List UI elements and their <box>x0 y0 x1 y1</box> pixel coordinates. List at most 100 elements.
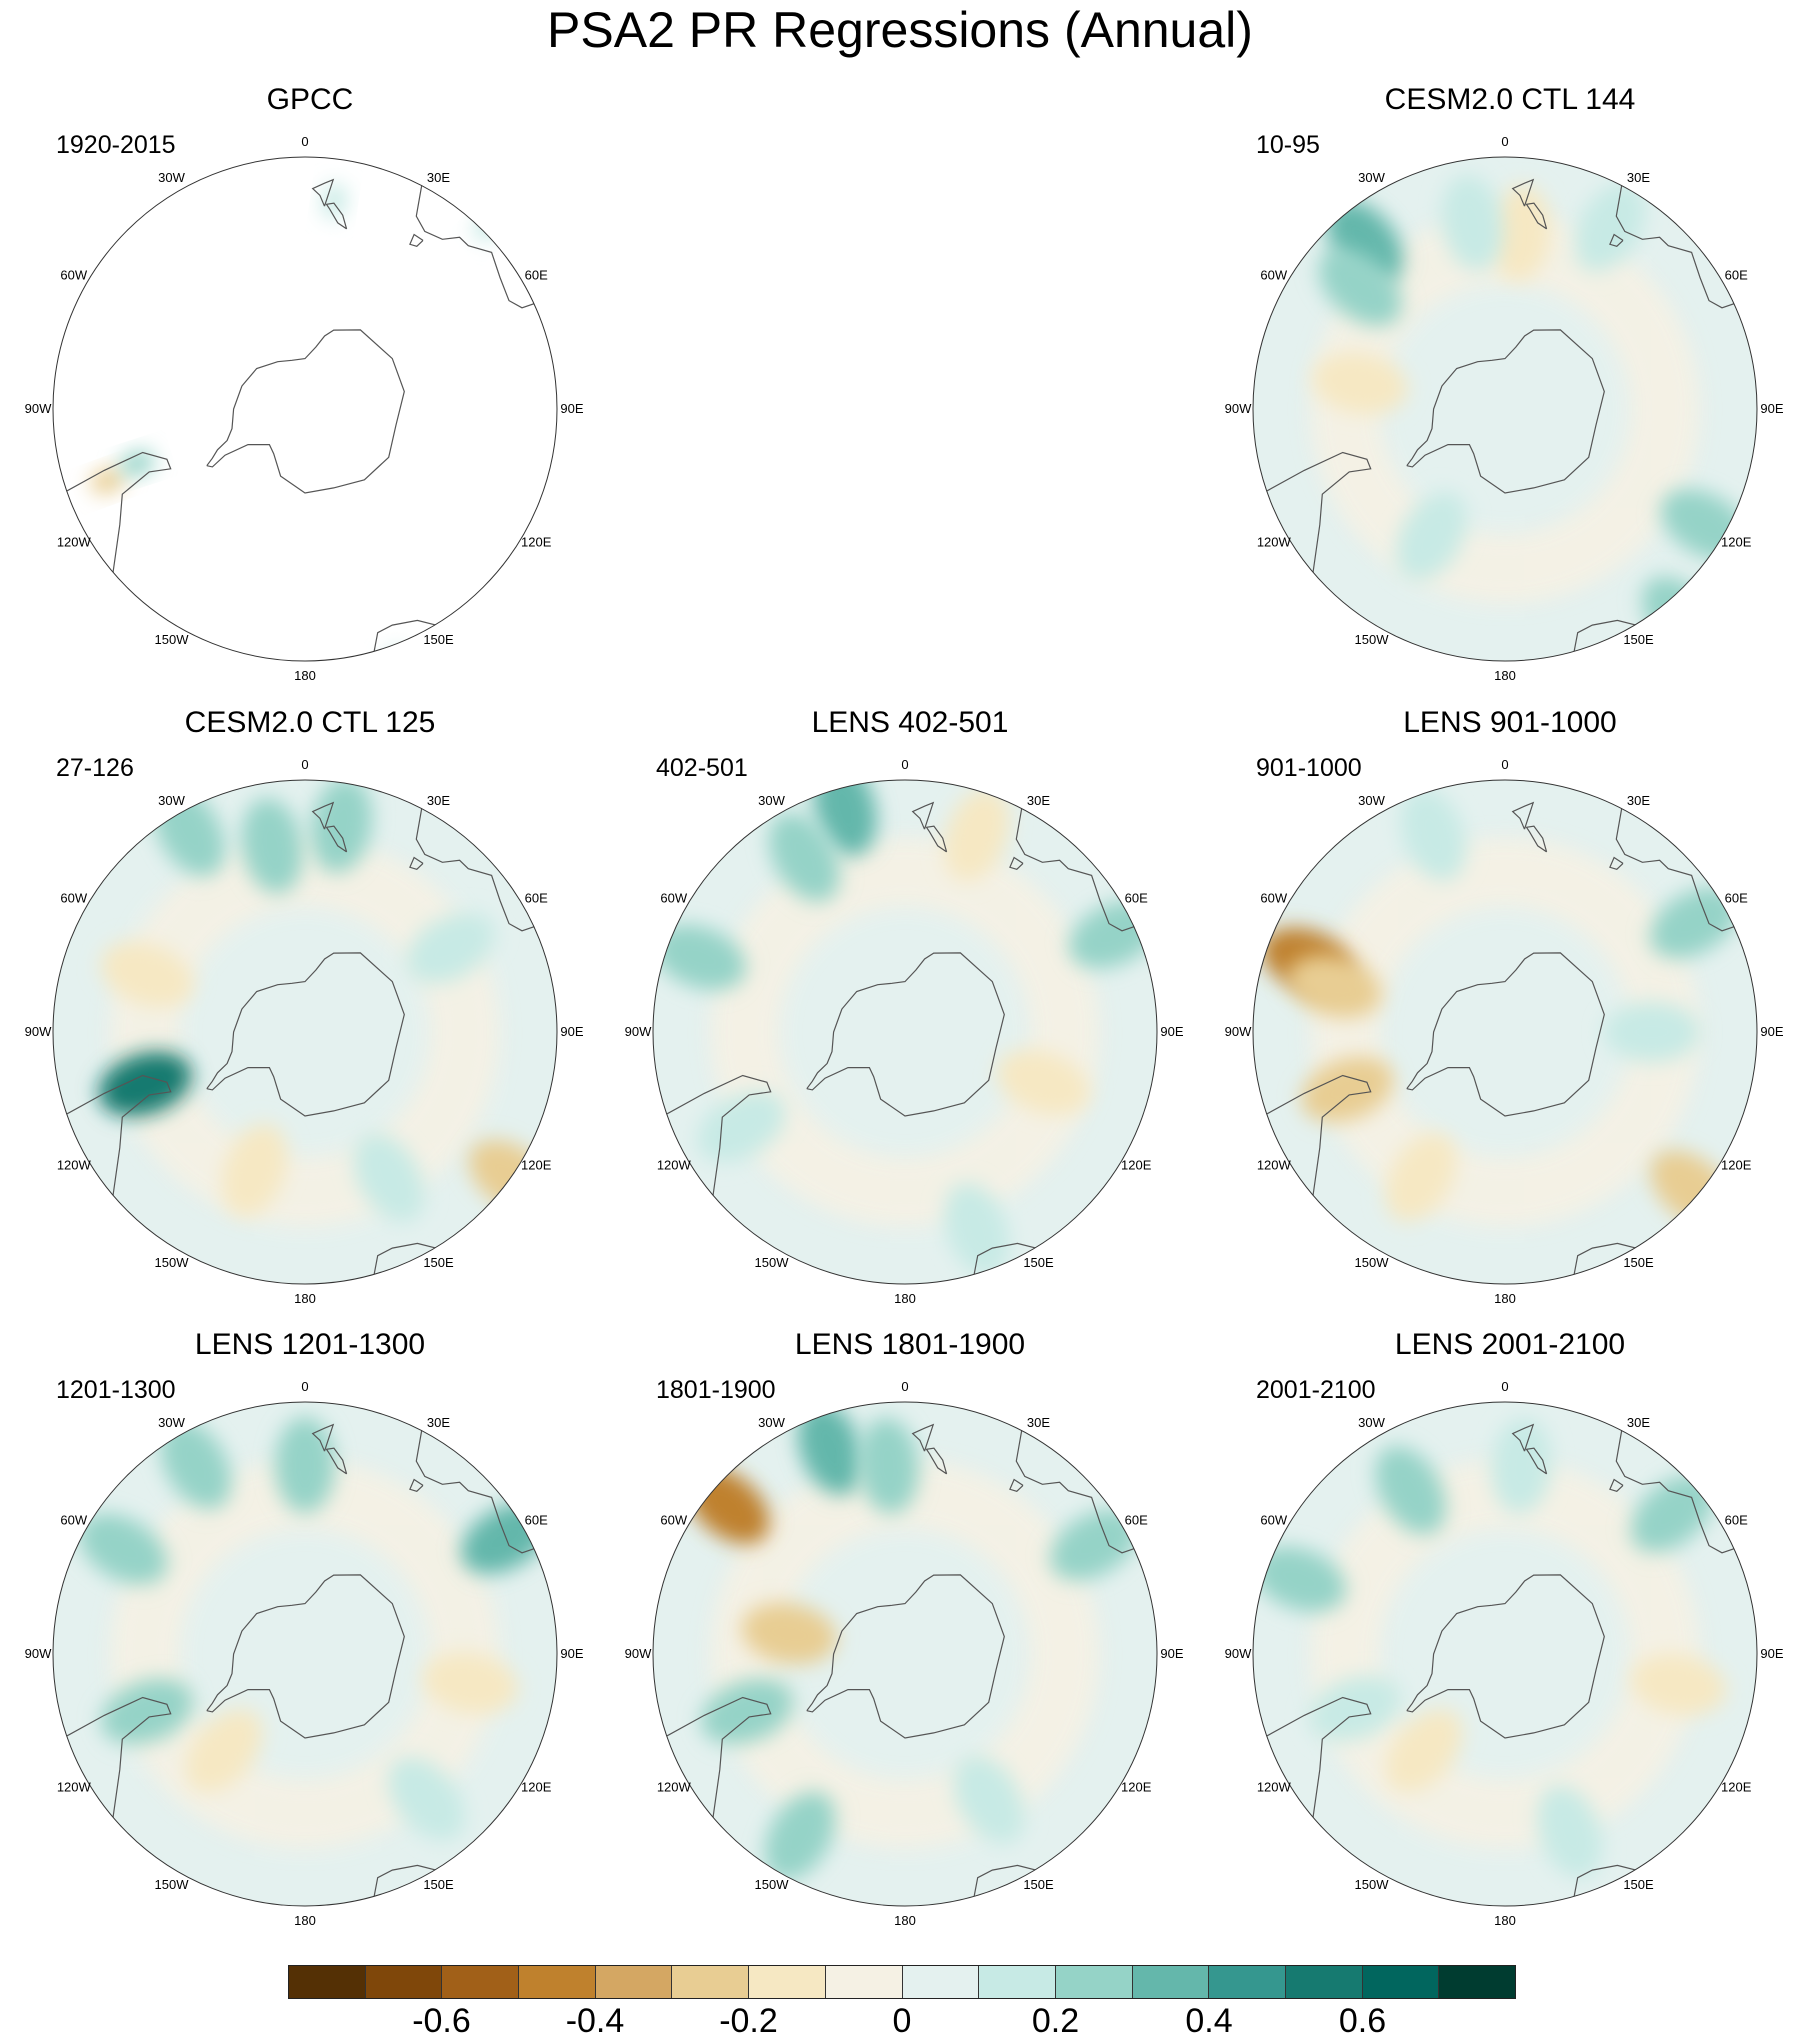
lon-label: 0 <box>301 757 308 772</box>
colorbar-box <box>1209 1966 1286 1998</box>
coastline-australia <box>1615 157 1757 309</box>
lon-label: 180 <box>1494 1291 1516 1306</box>
lon-label: 180 <box>894 1291 916 1306</box>
coastline-australia <box>415 780 557 932</box>
lon-label: 120E <box>521 1158 552 1173</box>
coastline-southamerica <box>53 1074 172 1248</box>
map-panel: LENS 2001-2100 2001-2100 0 30E 60E 90E 120E 150… <box>1210 1327 1800 1928</box>
lon-label: 120W <box>57 535 92 550</box>
coastline-nz2 <box>911 801 935 830</box>
lon-label: 30W <box>758 1415 785 1430</box>
colorbar-box <box>1362 1966 1440 1998</box>
regression-blob <box>385 648 412 661</box>
map-panel: LENS 901-1000 901-1000 0 30E 60E 90E 120E 150E 1… <box>1210 705 1800 1306</box>
lon-label: 90E <box>1160 1024 1183 1039</box>
coastline-nz1 <box>325 202 348 230</box>
panel-title: LENS 1201-1300 <box>194 1328 426 1361</box>
coastline-australia <box>415 157 557 309</box>
regression-blob <box>1385 1133 1457 1222</box>
field-ring <box>110 837 500 1227</box>
coastline-tasmania <box>1009 856 1024 870</box>
lon-label: 30W <box>1358 1415 1385 1430</box>
lon-label: 60W <box>660 891 687 906</box>
polar-map: 0 30E 60E 90E 120E 150E 180 150W 120W 90W 60W 30W <box>25 1379 584 1928</box>
coastline-antarctica <box>1406 1574 1605 1739</box>
lon-label: 0 <box>301 134 308 149</box>
regression-blob <box>797 1402 863 1496</box>
lon-label: 60W <box>60 891 87 906</box>
regression-blob <box>100 941 194 1008</box>
lon-label: 120W <box>57 1780 92 1795</box>
lon-label: 0 <box>901 1379 908 1394</box>
coastline-australia <box>1615 780 1757 932</box>
lon-label: 60W <box>1260 268 1287 283</box>
lon-label: 60E <box>1725 891 1748 906</box>
lon-label: 120E <box>521 1780 552 1795</box>
lon-label: 60W <box>1260 1513 1287 1528</box>
colorbar-tick-label: 0.4 <box>1185 2002 1233 2040</box>
colorbar-box <box>442 1966 520 1998</box>
colorbar-boxes <box>288 1965 1516 1999</box>
colorbar-box <box>365 1966 443 1998</box>
regression-blob <box>98 1051 192 1117</box>
regression-blob <box>310 780 373 873</box>
lon-label: 120E <box>1721 1780 1752 1795</box>
lon-label: 120W <box>1257 1780 1292 1795</box>
coastline-nz2 <box>911 1423 935 1452</box>
regression-blob <box>119 450 155 477</box>
colorbar-box <box>672 1966 750 1998</box>
lon-label: 30W <box>758 793 785 808</box>
lon-label: 0 <box>301 1379 308 1394</box>
polar-map: 0 30E 60E 90E 120E 150E 180 150W 120W 90W 60W 30W <box>25 134 584 683</box>
lon-label: 90W <box>25 1024 52 1039</box>
lon-label: 120W <box>657 1780 692 1795</box>
regression-blob <box>1649 887 1739 959</box>
colorbar-tick-label: 0 <box>892 2002 912 2040</box>
lon-label: 120E <box>1121 1158 1152 1173</box>
lon-label: 150W <box>155 1255 190 1270</box>
lon-label: 90W <box>1225 401 1252 416</box>
regression-blob <box>1049 1509 1139 1581</box>
lon-label: 90E <box>1760 1024 1783 1039</box>
map-background <box>53 157 557 661</box>
regression-blob <box>1604 1002 1700 1062</box>
coastline-tasmania <box>409 856 424 870</box>
polar-map: 0 30E 60E 90E 120E 150E 180 150W 120W 90W 60W 30W <box>25 757 584 1306</box>
lon-label: 90W <box>25 1646 52 1661</box>
regression-blob <box>1253 1546 1347 1612</box>
panel-title: LENS 901-1000 <box>1403 706 1617 739</box>
coastline-tasmania <box>409 1478 424 1492</box>
coastline-tasmania <box>1609 856 1624 870</box>
coastline-nz2 <box>1511 801 1535 830</box>
regression-blob <box>697 1091 786 1162</box>
regression-blob <box>1308 1675 1402 1742</box>
lon-label: 30E <box>1027 1415 1050 1430</box>
lon-label: 90W <box>625 1024 652 1039</box>
colorbar-tick-label: 0.6 <box>1338 2002 1387 2040</box>
regression-blob <box>322 183 347 219</box>
coastline-nz2 <box>1511 178 1535 207</box>
coastline-southamerica <box>1253 1696 1372 1870</box>
lon-label: 150E <box>1623 632 1654 647</box>
coastline-nz2 <box>1511 1423 1535 1452</box>
coastline-nz2 <box>311 178 335 207</box>
regression-blob <box>764 1791 836 1881</box>
lon-label: 150E <box>423 1255 454 1270</box>
lon-label: 180 <box>1494 668 1516 683</box>
regression-blob <box>1318 249 1402 326</box>
map-border <box>52 156 558 662</box>
lon-label: 120E <box>1721 535 1752 550</box>
lon-label: 30W <box>1358 793 1385 808</box>
map-panel: LENS 402-501 402-501 0 30E 60E 90E 120E 150E 180… <box>610 705 1210 1306</box>
colorbar-box <box>902 1966 980 1998</box>
lon-label: 60W <box>60 268 87 283</box>
regression-blob <box>741 1602 837 1665</box>
regression-blob <box>1441 175 1503 271</box>
lon-label: 0 <box>1501 1379 1508 1394</box>
panel-period: 1801-1900 <box>656 1376 776 1404</box>
lon-label: 30E <box>1627 1415 1650 1430</box>
colorbar-tick-label: 0.2 <box>1031 2002 1080 2040</box>
coastline-tasmania <box>409 233 424 247</box>
panel-period: 1201-1300 <box>56 1376 176 1404</box>
lon-label: 60W <box>1260 891 1287 906</box>
